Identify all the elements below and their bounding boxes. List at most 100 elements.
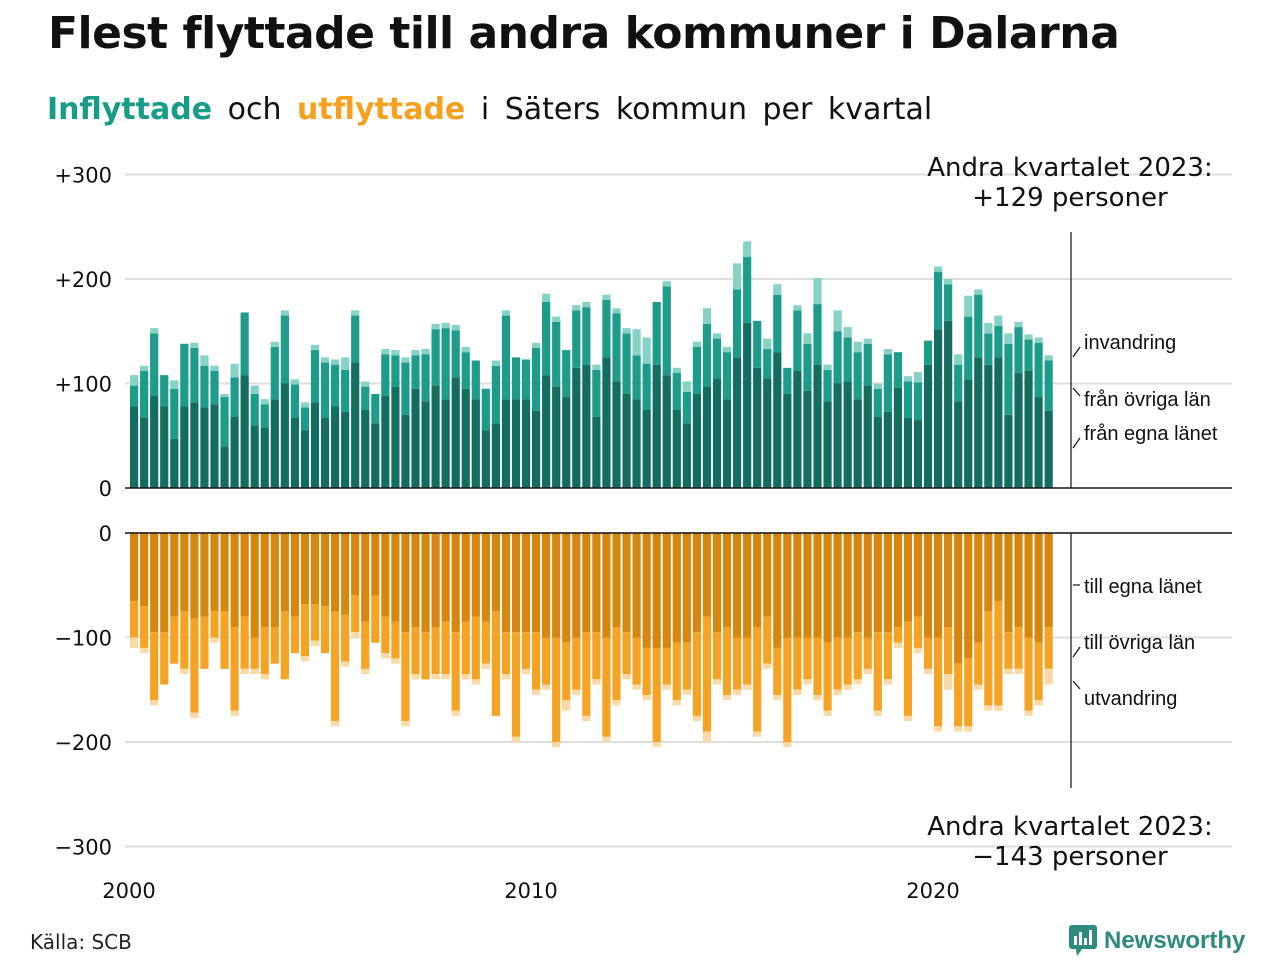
bar-segment-out xyxy=(843,637,852,685)
bar-segment-in xyxy=(893,352,902,388)
bar-segment-in xyxy=(1044,360,1053,411)
bar-segment-in xyxy=(501,310,511,316)
bar-segment-out xyxy=(441,621,450,675)
bar-segment-out xyxy=(441,533,450,622)
bar-segment-in xyxy=(431,385,440,488)
bar-segment-out xyxy=(361,668,370,675)
bar-segment-in xyxy=(873,383,882,389)
bar-segment-in xyxy=(733,289,742,358)
bar-segment-out xyxy=(602,533,611,638)
bar-segment-out xyxy=(662,647,671,685)
bar-segment-out xyxy=(1004,632,1013,669)
bar-segment-out xyxy=(310,604,320,641)
bar-segment-out xyxy=(401,533,410,633)
bar-segment-out xyxy=(521,533,531,633)
bar-segment-out xyxy=(733,637,742,690)
series-label-connector xyxy=(1072,437,1081,449)
bar-segment-out xyxy=(672,700,681,706)
bar-segment-in xyxy=(210,404,219,488)
bar-segment-in xyxy=(200,355,209,366)
bar-segment-out xyxy=(532,689,541,695)
bar-segment-in xyxy=(351,315,360,363)
bar-segment-out xyxy=(481,621,490,664)
bar-segment-in xyxy=(712,378,722,488)
bar-segment-in xyxy=(974,294,983,358)
bar-segment-out xyxy=(974,684,983,690)
bar-segment-in xyxy=(481,430,490,488)
bar-segment-out xyxy=(773,533,782,648)
bar-segment-out xyxy=(290,616,299,654)
bar-segment-in xyxy=(270,346,279,400)
series-label-connector xyxy=(1072,646,1081,658)
bar-segment-out xyxy=(823,642,832,711)
bar-segment-in xyxy=(562,397,571,488)
bar-segment-in xyxy=(552,321,561,387)
bar-segment-in xyxy=(160,375,169,407)
bar-segment-in xyxy=(441,328,450,400)
bar-segment-out xyxy=(954,726,963,732)
bar-segment-out xyxy=(773,694,782,701)
bar-segment-out xyxy=(954,533,963,664)
bar-segment-out xyxy=(501,632,511,675)
bar-segment-in xyxy=(521,359,531,400)
bar-segment-in xyxy=(501,315,511,400)
bar-segment-out xyxy=(230,533,239,628)
bar-segment-out xyxy=(1004,668,1013,675)
bar-segment-out xyxy=(240,533,249,617)
bar-segment-in xyxy=(351,362,360,488)
bar-segment-in xyxy=(250,385,259,394)
bar-segment-in xyxy=(401,362,410,415)
bar-segment-out xyxy=(501,674,511,680)
bar-segment-out xyxy=(411,674,420,680)
bar-segment-out xyxy=(1024,637,1033,711)
bar-segment-out xyxy=(160,533,169,633)
bar-segment-in xyxy=(1024,339,1033,371)
bar-segment-out xyxy=(461,674,470,680)
bar-segment-in xyxy=(431,323,440,330)
bar-segment-out xyxy=(150,632,159,701)
bar-segment-in xyxy=(803,390,812,488)
bar-segment-out xyxy=(471,679,480,685)
bar-segment-out xyxy=(160,632,169,685)
series-label: till övriga län xyxy=(1084,632,1195,654)
bar-segment-out xyxy=(190,533,199,619)
bar-segment-in xyxy=(230,363,239,378)
bar-segment-in xyxy=(1044,355,1053,361)
bar-segment-in xyxy=(793,305,802,311)
bar-segment-in xyxy=(954,354,963,365)
y-tick-label-top: +200 xyxy=(54,268,112,292)
bar-segment-in xyxy=(200,407,209,488)
bar-segment-out xyxy=(642,533,651,648)
bar-segment-in xyxy=(934,266,943,272)
bar-segment-in xyxy=(883,354,892,412)
bar-segment-in xyxy=(934,329,943,488)
bar-segment-in xyxy=(431,329,440,386)
bar-segment-out xyxy=(210,611,219,638)
bar-segment-out xyxy=(833,689,842,695)
bar-segment-in xyxy=(310,402,320,488)
bar-segment-out xyxy=(532,632,541,690)
bar-segment-in xyxy=(451,330,460,378)
subtitle-inflyttade: Inflyttade xyxy=(47,92,213,127)
bar-segment-in xyxy=(461,346,470,353)
bar-segment-in xyxy=(612,381,621,488)
bar-segment-in xyxy=(763,338,772,350)
bar-segment-in xyxy=(1014,327,1023,374)
bar-segment-in xyxy=(280,315,289,384)
bar-segment-in xyxy=(934,271,943,330)
bar-segment-out xyxy=(682,642,691,690)
bar-segment-in xyxy=(672,367,681,374)
bar-segment-in xyxy=(763,378,772,488)
bar-segment-out xyxy=(913,616,923,648)
bar-segment-out xyxy=(763,663,772,669)
bar-segment-out xyxy=(602,736,611,742)
bar-segment-in xyxy=(150,396,159,488)
bar-segment-out xyxy=(371,533,380,596)
bar-segment-in xyxy=(632,329,641,356)
bar-segment-in xyxy=(843,381,852,488)
bar-segment-in xyxy=(421,401,430,488)
bar-segment-out xyxy=(451,533,460,633)
bar-segment-out xyxy=(712,632,722,680)
bar-segment-out xyxy=(622,674,631,680)
bar-segment-out xyxy=(471,533,480,617)
